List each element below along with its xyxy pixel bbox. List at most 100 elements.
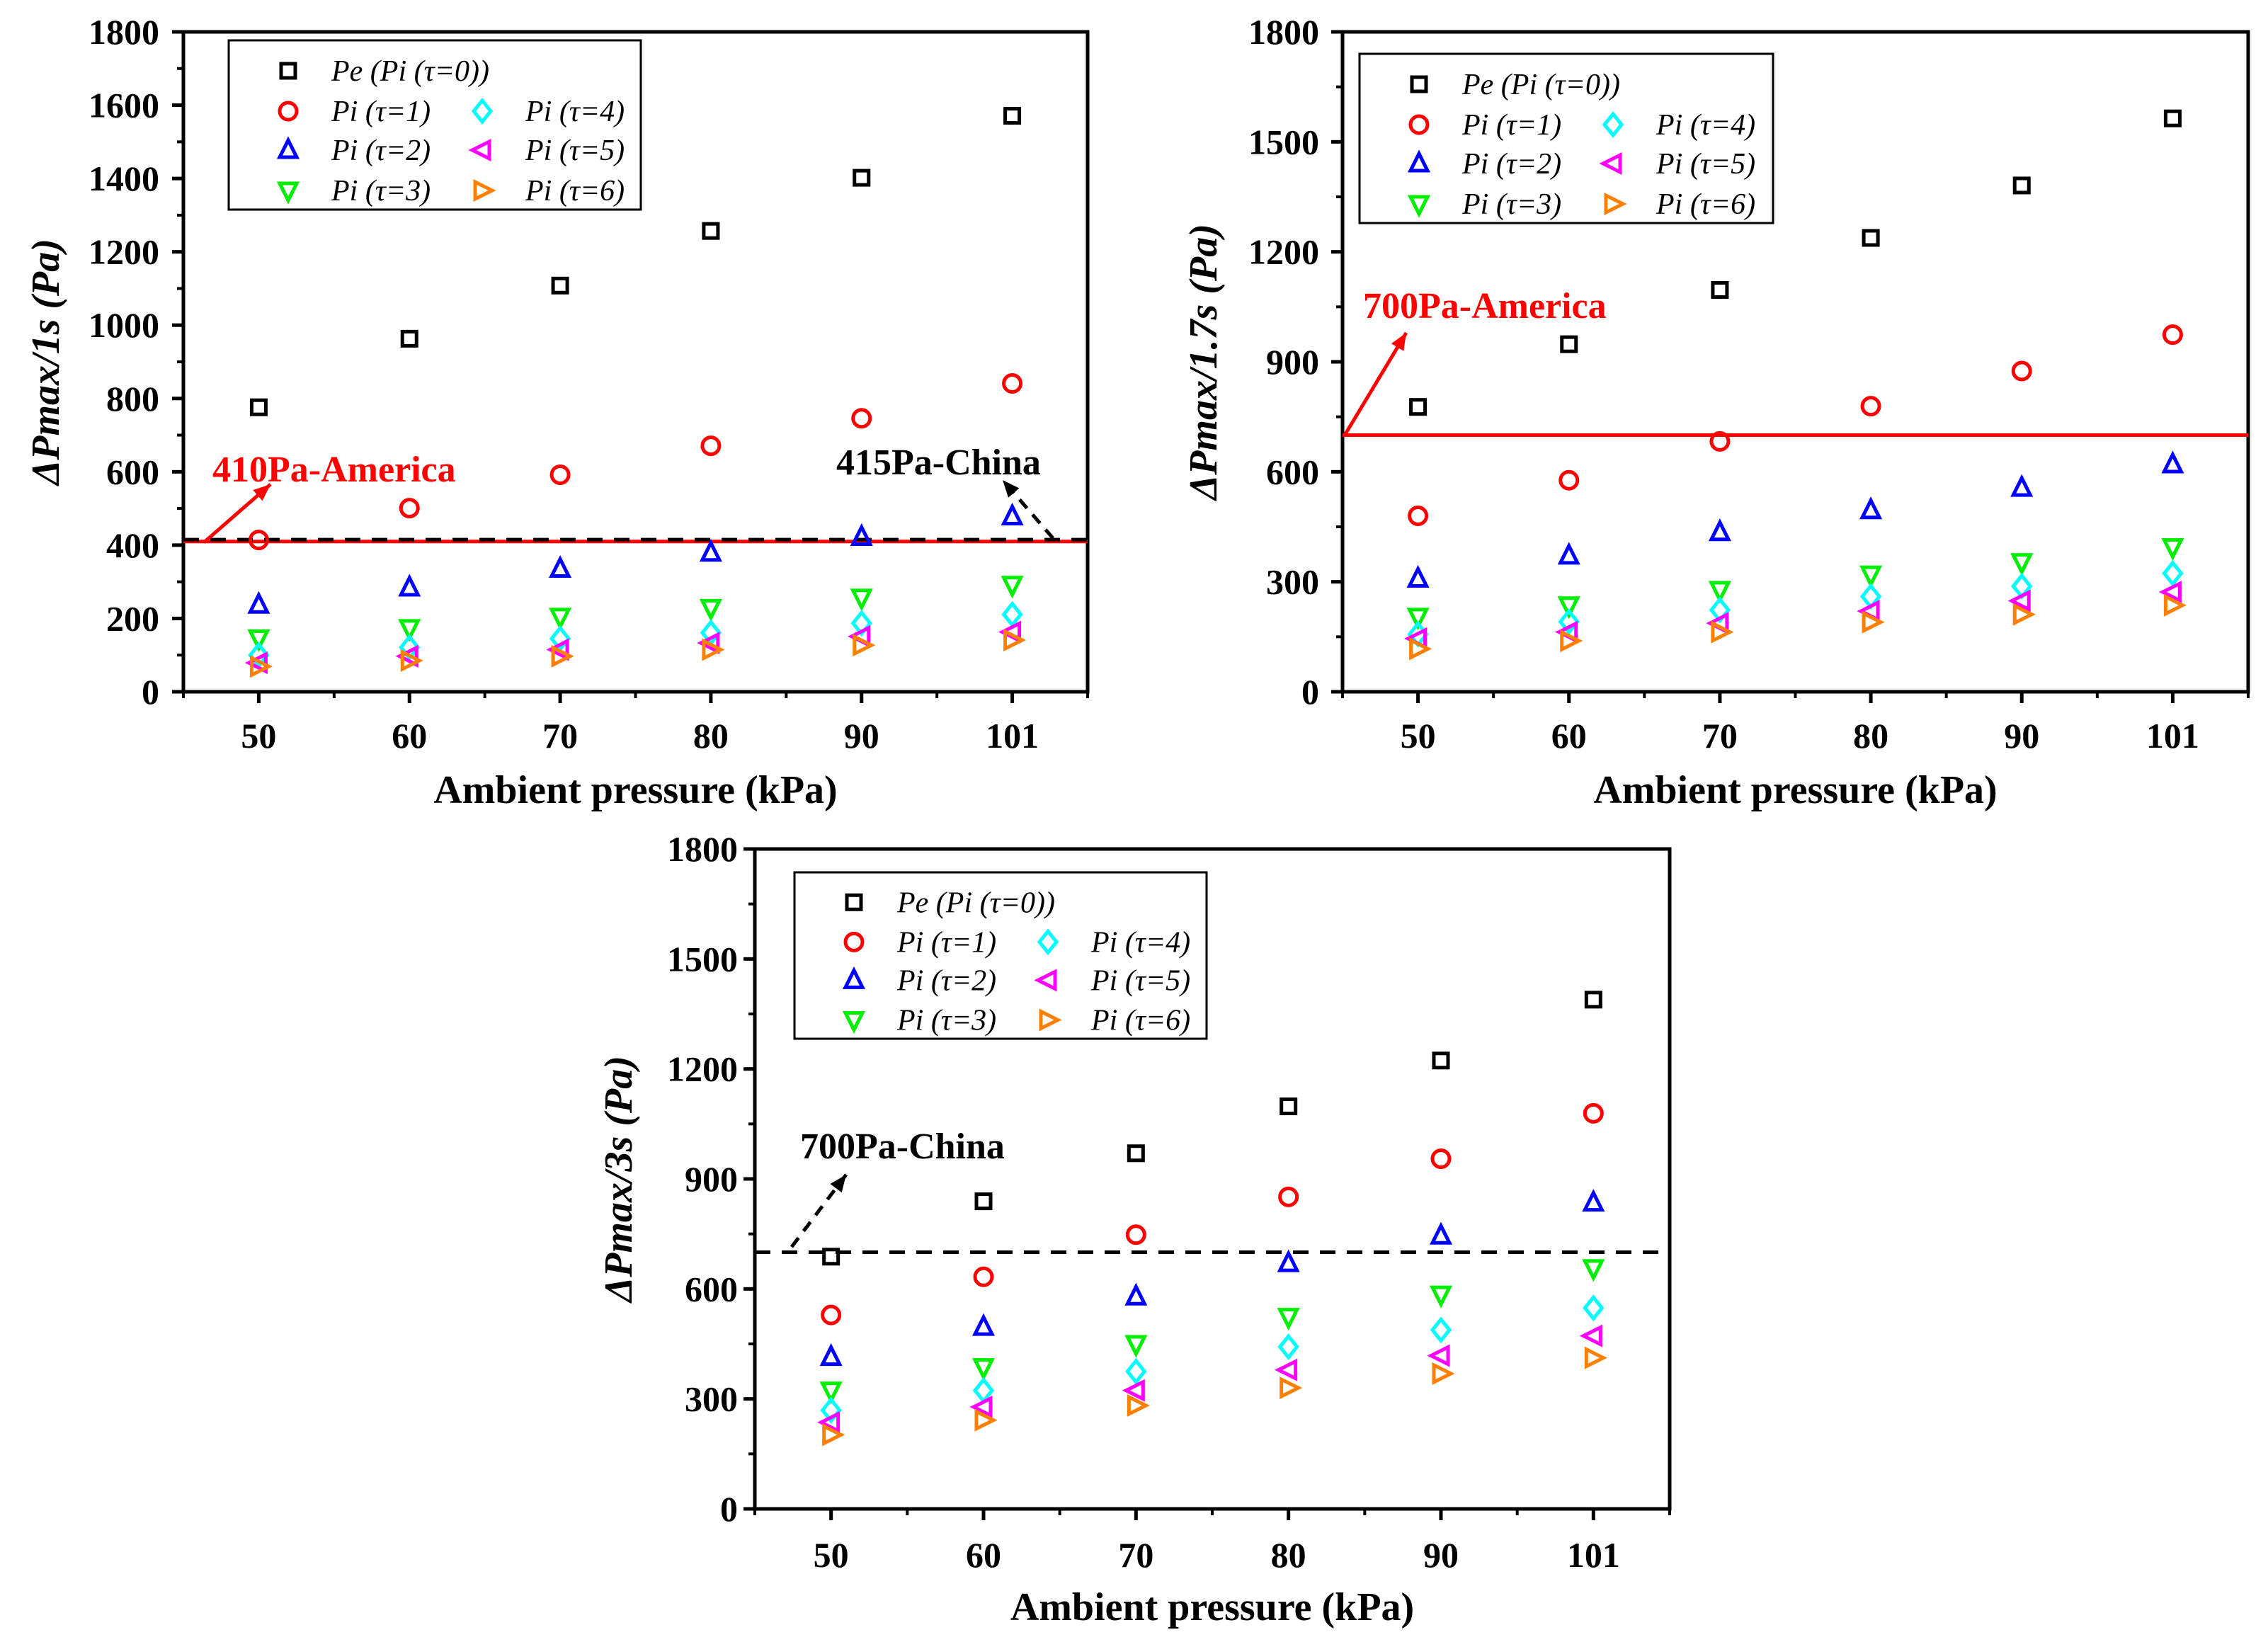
y-tick-label: 1800 xyxy=(89,12,159,52)
legend-label: Pi (τ=4) xyxy=(1090,926,1190,959)
data-point xyxy=(400,329,418,348)
data-point xyxy=(1001,600,1023,628)
legend-marker-icon xyxy=(842,1010,866,1034)
data-point xyxy=(1859,565,1883,588)
arrowhead-icon xyxy=(1391,333,1406,351)
legend-marker-icon xyxy=(1408,114,1430,135)
legend-label: Pi (τ=2) xyxy=(896,964,996,997)
data-point xyxy=(2163,109,2182,127)
data-point xyxy=(853,169,871,187)
legend-marker-icon xyxy=(278,101,299,122)
data-point xyxy=(2161,450,2184,474)
data-point xyxy=(1124,1282,1148,1306)
data-point xyxy=(1003,628,1027,652)
data-point xyxy=(2162,324,2183,346)
data-point xyxy=(551,276,569,295)
legend: Pe (Pi (τ=0)) Pi (τ=1) Pi (τ=2) Pi (τ=3) Pi … xyxy=(1358,52,1774,224)
legend-label: Pi (τ=3) xyxy=(331,175,431,207)
data-point xyxy=(2007,589,2031,612)
arrowhead-icon xyxy=(830,1175,846,1193)
arrowhead-icon xyxy=(1003,480,1020,498)
data-point xyxy=(702,222,720,240)
data-point xyxy=(249,398,268,416)
x-tick-label: 60 xyxy=(966,1535,1001,1575)
data-point xyxy=(1711,281,1729,300)
data-point xyxy=(1408,505,1429,526)
legend-label: Pi (τ=5) xyxy=(1656,148,1755,181)
legend-label: Pi (τ=1) xyxy=(1461,109,1561,142)
reference-annotation: 700Pa-America xyxy=(1363,286,1607,326)
data-point xyxy=(1003,107,1022,125)
legend-marker-icon xyxy=(1407,149,1431,173)
x-tick-label: 90 xyxy=(2004,716,2039,756)
y-tick-label: 1600 xyxy=(89,86,159,125)
series-1 xyxy=(248,373,1023,551)
data-point xyxy=(1709,431,1731,452)
y-tick-label: 1400 xyxy=(89,159,159,198)
legend-marker-icon xyxy=(276,181,300,205)
x-axis-title: Ambient pressure (kPa) xyxy=(1593,768,1997,812)
data-point xyxy=(1127,1393,1150,1418)
series-5 xyxy=(244,620,1022,675)
data-point xyxy=(546,638,569,661)
data-point xyxy=(248,642,270,669)
y-tick-label: 300 xyxy=(685,1379,738,1419)
data-point xyxy=(1860,396,1881,417)
legend-marker-icon xyxy=(468,138,491,162)
x-tick-label: 50 xyxy=(1401,716,1436,756)
data-point xyxy=(1430,1148,1452,1170)
x-tick-label: 101 xyxy=(2146,716,2199,756)
data-point xyxy=(2161,537,2184,561)
legend-marker-icon xyxy=(1034,969,1057,992)
y-tick-label: 1200 xyxy=(667,1049,738,1089)
legend-marker-icon xyxy=(1410,75,1428,93)
data-point xyxy=(974,1408,998,1432)
data-point xyxy=(395,644,418,668)
y-tick-label: 600 xyxy=(1266,452,1319,491)
data-point xyxy=(1583,1102,1604,1124)
data-point xyxy=(551,644,574,668)
data-point xyxy=(1002,373,1023,394)
data-point xyxy=(973,1266,994,1287)
data-point xyxy=(1429,1285,1453,1309)
data-point xyxy=(1432,1362,1455,1385)
data-point xyxy=(700,435,722,457)
data-point xyxy=(1001,502,1024,526)
x-tick-label: 80 xyxy=(1271,1535,1306,1575)
data-point xyxy=(248,530,269,551)
series-0 xyxy=(822,991,1602,1266)
y-tick-label: 0 xyxy=(142,672,159,712)
y-tick-label: 1800 xyxy=(667,829,738,869)
y-tick-label: 1000 xyxy=(89,305,159,345)
data-point xyxy=(1584,1346,1607,1369)
series-5 xyxy=(817,1324,1602,1434)
data-point xyxy=(399,634,421,661)
data-point xyxy=(399,498,420,519)
data-point xyxy=(1277,1333,1299,1361)
annotation-arrow xyxy=(790,1173,848,1248)
data-point xyxy=(1708,581,1731,604)
data-point xyxy=(2163,593,2187,617)
data-point xyxy=(850,610,872,637)
data-point xyxy=(699,539,722,562)
data-point xyxy=(244,651,268,675)
x-tick-label: 50 xyxy=(814,1535,849,1575)
x-tick-label: 60 xyxy=(1551,716,1587,756)
data-point xyxy=(1406,608,1430,631)
legend-marker-icon xyxy=(1037,928,1059,956)
data-point xyxy=(971,1358,996,1381)
data-point xyxy=(1406,564,1430,588)
data-point xyxy=(1277,1249,1300,1272)
x-tick-label: 50 xyxy=(241,716,276,756)
x-tick-label: 70 xyxy=(1118,1535,1153,1575)
data-point xyxy=(817,1410,840,1434)
x-tick-label: 60 xyxy=(392,716,427,756)
data-point xyxy=(1275,1358,1298,1381)
data-point xyxy=(249,655,273,678)
series-1 xyxy=(821,1102,1604,1325)
legend-marker-icon xyxy=(1599,152,1622,176)
data-point xyxy=(247,629,270,652)
chart-2: 0 300 600 900 1200 1500 1800 50 60 70 80 90 101 Ambie… xyxy=(1182,12,2250,812)
data-point xyxy=(549,608,572,631)
